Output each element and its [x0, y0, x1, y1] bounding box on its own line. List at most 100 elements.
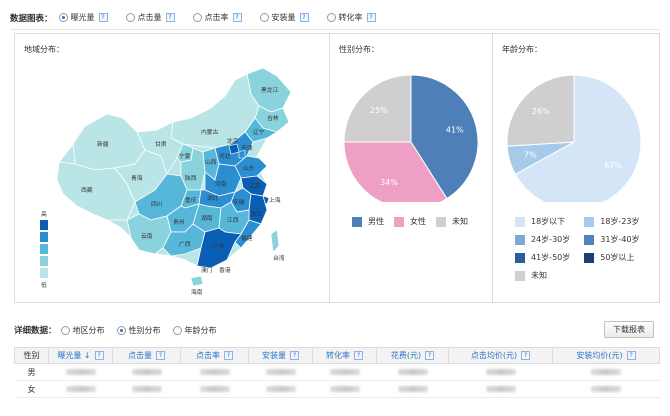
redacted-value	[65, 385, 96, 392]
help-icon[interactable]: ?	[425, 351, 435, 360]
help-icon[interactable]: ?	[98, 13, 108, 22]
help-icon[interactable]: ?	[290, 351, 299, 360]
label-shanghai: 上海	[269, 196, 281, 204]
redacted-value	[329, 385, 360, 392]
radio-button-icon[interactable]	[326, 13, 336, 22]
help-icon[interactable]: ?	[626, 351, 636, 360]
scale-swatch	[40, 268, 48, 278]
redacted-value	[199, 368, 230, 375]
col-avg-install-price[interactable]: 安装均价(元)?	[552, 347, 660, 364]
label-jiangsu: 江苏	[249, 182, 261, 190]
label-hubei: 湖北	[207, 194, 219, 202]
radio-installs[interactable]: 安装量 ?	[259, 12, 309, 23]
help-icon[interactable]: ?	[156, 351, 165, 360]
radio-label: 点击量	[137, 13, 162, 22]
label-gansu: 甘肃	[155, 140, 167, 148]
legend-unknown: 未知	[436, 216, 468, 227]
province-guangdong[interactable]	[196, 227, 242, 269]
province-beijing[interactable]	[228, 143, 240, 155]
map-scale-legend: 高 低	[40, 210, 48, 289]
col-ctr[interactable]: 点击率?	[180, 347, 249, 364]
region-panel: 地域分布：	[15, 34, 329, 302]
col-gender: 性别	[14, 347, 49, 364]
help-icon[interactable]: ?	[299, 13, 309, 22]
help-icon[interactable]: ?	[165, 13, 175, 22]
cell-redacted	[552, 380, 660, 398]
radio-label: 性别分布	[128, 325, 161, 335]
radio-impressions[interactable]: 曝光量 ?	[58, 12, 108, 23]
scale-high-label: 高	[41, 210, 47, 218]
label-zhejiang: 浙江	[251, 210, 263, 218]
label-hebei: 河北	[219, 152, 231, 160]
col-avg-click-price[interactable]: 点击均价(元)?	[448, 347, 553, 364]
label-taiwan: 台湾	[273, 254, 285, 262]
label-jiangxi: 江西	[227, 217, 239, 224]
col-label: 点击量	[128, 351, 152, 360]
gender-panel: 性别分布： 41% 34% 25% 男性 女性 未知	[329, 34, 492, 302]
radio-ctr[interactable]: 点击率 ?	[192, 12, 242, 23]
redacted-value	[265, 385, 296, 392]
gender-title: 性别分布：	[339, 45, 379, 54]
radio-button-icon[interactable]	[58, 13, 68, 22]
province-xinjiang[interactable]	[72, 113, 146, 171]
radio-label: 地区分布	[72, 325, 105, 335]
radio-button-icon[interactable]	[116, 325, 126, 335]
radio-by-age[interactable]: 年龄分布	[172, 325, 217, 336]
label-henan: 河南	[215, 180, 227, 188]
redacted-value	[65, 368, 96, 375]
province-inner-mongolia[interactable]	[170, 73, 260, 149]
help-icon[interactable]: ?	[366, 13, 376, 22]
age-panel: 年龄分布： 67% 7% 26% 18岁以下 18岁-23岁 24岁-30岁 31岁…	[492, 34, 659, 302]
radio-button-icon[interactable]	[172, 325, 182, 335]
cell-gender: 女	[14, 380, 49, 398]
legend-label: 41岁-50岁	[531, 253, 571, 262]
label-guangdong: 广东	[213, 242, 225, 250]
pie-slice-1[interactable]	[343, 141, 448, 202]
cell-redacted	[248, 363, 313, 381]
radio-button-icon[interactable]	[60, 325, 70, 335]
table-row: 女	[14, 380, 660, 398]
label-anhui: 安徽	[233, 198, 245, 206]
radio-by-gender[interactable]: 性别分布	[116, 325, 161, 336]
col-cost[interactable]: 花费(元)?	[376, 347, 449, 364]
radio-button-icon[interactable]	[192, 13, 202, 22]
province-hainan[interactable]	[190, 275, 204, 287]
help-icon[interactable]: ?	[94, 351, 104, 360]
col-impressions[interactable]: 曝光量 ↓?	[48, 347, 113, 364]
radio-button-icon[interactable]	[259, 13, 269, 22]
cell-redacted	[112, 363, 181, 381]
redacted-value	[591, 368, 621, 375]
cell-redacted	[376, 380, 449, 398]
province-taiwan[interactable]	[270, 229, 280, 253]
col-installs[interactable]: 安装量?	[248, 347, 313, 364]
pie-data-label: 25%	[370, 106, 388, 115]
radio-conversion[interactable]: 转化率 ?	[326, 12, 376, 23]
cell-redacted	[448, 380, 553, 398]
legend-swatch	[436, 216, 446, 227]
radio-button-icon[interactable]	[125, 13, 135, 22]
scale-swatch	[40, 220, 48, 230]
help-icon[interactable]: ?	[232, 13, 242, 22]
redacted-value	[131, 385, 162, 392]
radio-label: 曝光量	[70, 13, 95, 22]
gender-pie-chart: 41% 34% 25%	[343, 74, 479, 202]
radio-by-region[interactable]: 地区分布	[60, 325, 105, 336]
radio-clicks[interactable]: 点击量 ?	[125, 12, 175, 23]
pie-slice-2[interactable]	[343, 74, 412, 143]
legend-18-23: 18岁-23岁	[584, 216, 640, 227]
cell-redacted	[552, 363, 660, 381]
detail-section-label: 详细数据：	[14, 326, 57, 336]
help-icon[interactable]: ?	[224, 351, 233, 360]
help-icon[interactable]: ?	[354, 351, 363, 360]
pie-slice-0[interactable]	[514, 74, 642, 202]
pie-slice-6[interactable]	[506, 74, 575, 147]
download-report-button[interactable]: 下载报表	[604, 321, 654, 338]
col-conversion[interactable]: 转化率?	[312, 347, 377, 364]
cell-redacted	[48, 380, 113, 398]
col-clicks[interactable]: 点击量?	[112, 347, 181, 364]
cell-redacted	[376, 363, 449, 381]
label-macau: 澳门	[201, 266, 213, 274]
scale-swatch	[40, 256, 48, 266]
cell-redacted	[112, 380, 181, 398]
help-icon[interactable]: ?	[521, 351, 531, 360]
